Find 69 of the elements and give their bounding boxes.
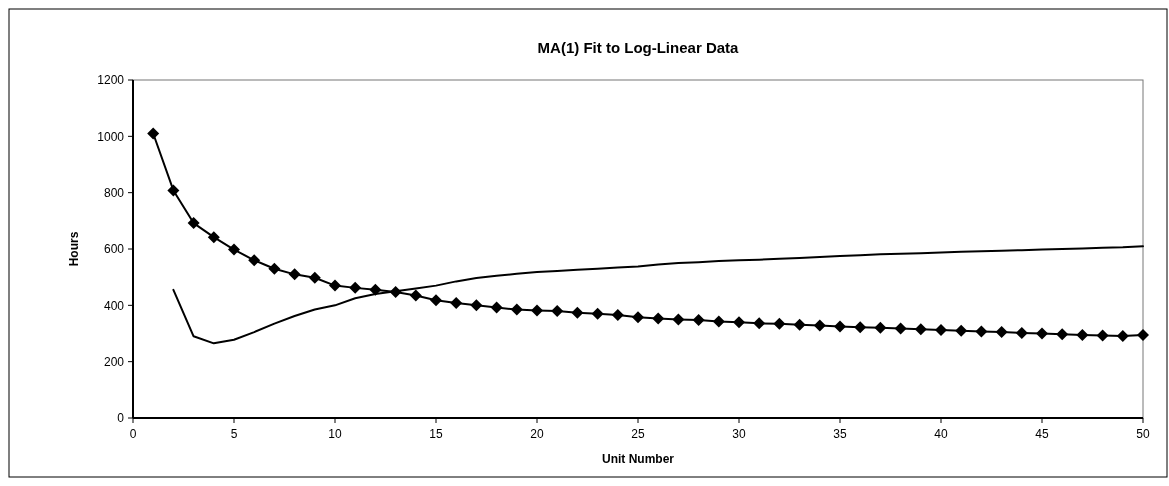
point bbox=[955, 324, 968, 337]
point bbox=[470, 299, 483, 312]
x-tick-label: 5 bbox=[230, 427, 238, 441]
point bbox=[288, 268, 301, 281]
point bbox=[308, 271, 321, 284]
point bbox=[1056, 328, 1069, 341]
point bbox=[894, 322, 907, 335]
point bbox=[712, 315, 725, 328]
point bbox=[187, 217, 200, 230]
point bbox=[834, 320, 846, 333]
point bbox=[531, 304, 543, 317]
point bbox=[611, 308, 624, 321]
point bbox=[228, 243, 240, 256]
x-axis-title: Unit Number bbox=[602, 452, 675, 466]
y-tick-label: 1200 bbox=[97, 73, 125, 88]
point bbox=[793, 318, 806, 331]
point bbox=[652, 312, 665, 325]
x-tick-label: 25 bbox=[631, 427, 645, 441]
point bbox=[975, 325, 988, 338]
y-axis-title: Hours bbox=[67, 231, 81, 267]
point bbox=[1015, 326, 1028, 339]
point bbox=[672, 313, 685, 326]
point bbox=[329, 279, 341, 292]
y-tick-label: 600 bbox=[103, 242, 125, 257]
x-tick-label: 45 bbox=[1035, 427, 1049, 441]
point bbox=[692, 313, 705, 326]
y-tick-label: 400 bbox=[103, 298, 125, 313]
point bbox=[914, 323, 927, 336]
x-tick-label: 0 bbox=[129, 427, 137, 441]
point bbox=[995, 326, 1008, 339]
point bbox=[248, 254, 261, 267]
point bbox=[1096, 329, 1109, 342]
x-tick-label: 40 bbox=[934, 427, 948, 441]
point bbox=[409, 289, 422, 302]
point bbox=[207, 231, 220, 244]
point bbox=[632, 311, 644, 324]
y-tick-label: 1000 bbox=[97, 129, 125, 144]
point bbox=[551, 304, 564, 317]
point bbox=[167, 184, 180, 197]
point bbox=[450, 297, 463, 310]
point bbox=[753, 317, 766, 330]
point bbox=[591, 307, 604, 320]
point bbox=[1076, 328, 1089, 341]
point bbox=[773, 317, 786, 330]
point bbox=[571, 306, 584, 319]
x-tick-label: 10 bbox=[328, 427, 342, 441]
x-tick-label: 50 bbox=[1136, 427, 1150, 441]
chart-title: MA(1) Fit to Log-Linear Data bbox=[537, 39, 740, 56]
point bbox=[430, 294, 442, 307]
point bbox=[268, 262, 281, 275]
point bbox=[854, 321, 867, 334]
point bbox=[1137, 328, 1149, 341]
x-tick-label: 20 bbox=[530, 427, 544, 441]
y-tick-label: 800 bbox=[103, 185, 125, 200]
y-tick-label: 200 bbox=[103, 354, 125, 369]
point bbox=[1036, 327, 1048, 340]
point bbox=[510, 303, 523, 316]
point bbox=[733, 316, 745, 329]
point bbox=[813, 319, 826, 332]
point bbox=[874, 321, 887, 334]
x-tick-label: 15 bbox=[429, 427, 443, 441]
x-tick-label: 30 bbox=[732, 427, 746, 441]
point bbox=[349, 281, 362, 294]
point bbox=[935, 324, 947, 337]
x-tick-label: 35 bbox=[833, 427, 847, 441]
point bbox=[1116, 330, 1129, 343]
point bbox=[147, 127, 160, 140]
y-tick-label: 0 bbox=[117, 411, 125, 426]
point bbox=[490, 301, 503, 314]
